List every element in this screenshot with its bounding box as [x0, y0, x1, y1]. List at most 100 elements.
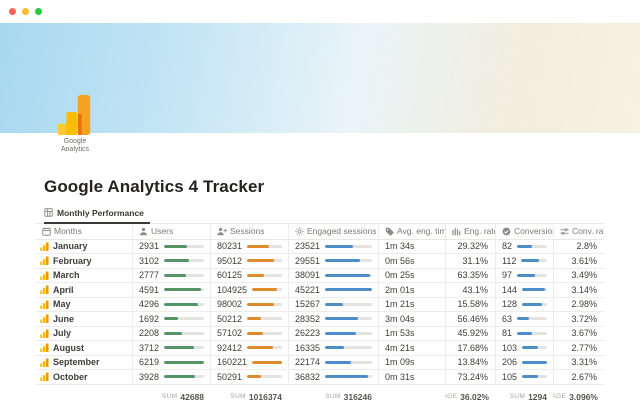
footer-conv-rate-average[interactable]: AVERAGE 3.096% — [553, 391, 598, 400]
table-row[interactable]: February 3102 95012 29551 0m 56s 31.1% 112 3.61… — [36, 254, 604, 269]
cell-avg_time[interactable]: 1m 34s — [378, 239, 445, 253]
cell-sessions[interactable]: 57102 — [210, 326, 288, 340]
table-row[interactable]: October 3928 50291 36832 0m 31s 73.24% 105 2.67… — [36, 370, 604, 385]
cell-conversions[interactable]: 97 — [495, 268, 553, 282]
cell-engaged[interactable]: 23521 — [288, 239, 378, 253]
cell-conv_rate[interactable]: 2.8% — [553, 239, 604, 253]
cell-month[interactable]: October — [36, 370, 132, 384]
minimize-button[interactable] — [22, 8, 29, 15]
cell-conversions[interactable]: 103 — [495, 341, 553, 355]
table-row[interactable]: September 6219 160221 22174 1m 09s 13.84% 206 3… — [36, 355, 604, 370]
cell-sessions[interactable]: 80231 — [210, 239, 288, 253]
cell-users[interactable]: 2931 — [132, 239, 210, 253]
cell-conversions[interactable]: 81 — [495, 326, 553, 340]
column-header-eng-rate[interactable]: Eng. rate — [445, 223, 495, 239]
cell-users[interactable]: 3102 — [132, 254, 210, 268]
table-row[interactable]: June 1692 50212 28352 3m 04s 56.46% 63 3.72% — [36, 312, 604, 327]
close-button[interactable] — [9, 8, 16, 15]
cell-month[interactable]: May — [36, 298, 132, 312]
page-title[interactable]: Google Analytics 4 Tracker — [44, 177, 265, 196]
cell-users[interactable]: 6219 — [132, 355, 210, 369]
column-header-conv-rate[interactable]: Conv. rate — [553, 223, 604, 239]
cell-avg_time[interactable]: 1m 09s — [378, 355, 445, 369]
cell-avg_time[interactable]: 0m 56s — [378, 254, 445, 268]
cell-conversions[interactable]: 63 — [495, 312, 553, 326]
cell-engaged[interactable]: 45221 — [288, 283, 378, 297]
cell-month[interactable]: April — [36, 283, 132, 297]
cell-conv_rate[interactable]: 3.31% — [553, 355, 604, 369]
cell-sessions[interactable]: 50291 — [210, 370, 288, 384]
cell-conversions[interactable]: 128 — [495, 297, 553, 311]
cell-conv_rate[interactable]: 3.67% — [553, 326, 604, 340]
cell-eng_rate[interactable]: 43.1% — [445, 283, 495, 297]
cell-users[interactable]: 2777 — [132, 268, 210, 282]
column-header-users[interactable]: Users — [132, 223, 210, 239]
cell-month[interactable]: February — [36, 254, 132, 268]
cell-eng_rate[interactable]: 17.68% — [445, 341, 495, 355]
column-header-sessions[interactable]: Sessions — [210, 223, 288, 239]
cell-engaged[interactable]: 26223 — [288, 326, 378, 340]
cell-engaged[interactable]: 22174 — [288, 355, 378, 369]
cell-avg_time[interactable]: 1m 53s — [378, 326, 445, 340]
table-row[interactable]: April 4591 104925 45221 2m 01s 43.1% 144 3.14% — [36, 283, 604, 298]
footer-sessions-sum[interactable]: SUM 1016374 — [230, 391, 282, 400]
cell-month[interactable]: July — [36, 327, 132, 341]
cell-avg_time[interactable]: 0m 31s — [378, 370, 445, 384]
column-header-months[interactable]: Months — [36, 224, 132, 239]
footer-eng-rate-average[interactable]: AVERAGE 36.02% — [445, 391, 489, 400]
cell-users[interactable]: 3928 — [132, 370, 210, 384]
cell-eng_rate[interactable]: 29.32% — [445, 239, 495, 253]
cell-eng_rate[interactable]: 63.35% — [445, 268, 495, 282]
cell-eng_rate[interactable]: 73.24% — [445, 370, 495, 384]
cell-avg_time[interactable]: 2m 01s — [378, 283, 445, 297]
cell-users[interactable]: 3712 — [132, 341, 210, 355]
cell-month[interactable]: June — [36, 312, 132, 326]
cell-sessions[interactable]: 60125 — [210, 268, 288, 282]
page-icon[interactable]: Google Analytics — [57, 95, 93, 154]
cell-month[interactable]: September — [36, 356, 132, 370]
cell-sessions[interactable]: 95012 — [210, 254, 288, 268]
column-header-conversions[interactable]: Conversions — [495, 223, 553, 239]
cell-engaged[interactable]: 38091 — [288, 268, 378, 282]
cell-users[interactable]: 2208 — [132, 326, 210, 340]
cell-users[interactable]: 4591 — [132, 283, 210, 297]
table-row[interactable]: August 3712 92412 16335 4m 21s 17.68% 103 2.77% — [36, 341, 604, 356]
column-header-avg-eng-time[interactable]: Avg. eng. time — [378, 223, 445, 239]
cell-eng_rate[interactable]: 13.84% — [445, 355, 495, 369]
cell-conv_rate[interactable]: 2.77% — [553, 341, 604, 355]
cell-eng_rate[interactable]: 45.92% — [445, 326, 495, 340]
cell-sessions[interactable]: 104925 — [210, 283, 288, 297]
cell-engaged[interactable]: 15267 — [288, 297, 378, 311]
cell-month[interactable]: January — [36, 240, 132, 254]
cell-eng_rate[interactable]: 31.1% — [445, 254, 495, 268]
cell-sessions[interactable]: 92412 — [210, 341, 288, 355]
cell-avg_time[interactable]: 3m 04s — [378, 312, 445, 326]
cell-users[interactable]: 1692 — [132, 312, 210, 326]
cell-engaged[interactable]: 36832 — [288, 370, 378, 384]
cell-avg_time[interactable]: 1m 21s — [378, 297, 445, 311]
tab-monthly-performance[interactable]: Monthly Performance — [44, 208, 150, 224]
cell-conv_rate[interactable]: 3.61% — [553, 254, 604, 268]
cell-avg_time[interactable]: 4m 21s — [378, 341, 445, 355]
cell-conversions[interactable]: 82 — [495, 239, 553, 253]
cell-conversions[interactable]: 105 — [495, 370, 553, 384]
cell-eng_rate[interactable]: 15.58% — [445, 297, 495, 311]
zoom-button[interactable] — [35, 8, 42, 15]
cell-sessions[interactable]: 50212 — [210, 312, 288, 326]
footer-users-sum[interactable]: SUM 42688 — [162, 391, 204, 400]
cell-eng_rate[interactable]: 56.46% — [445, 312, 495, 326]
table-row[interactable]: July 2208 57102 26223 1m 53s 45.92% 81 3.67% — [36, 326, 604, 341]
cell-conv_rate[interactable]: 3.72% — [553, 312, 604, 326]
footer-engaged-sum[interactable]: SUM 316246 — [325, 391, 372, 400]
cell-engaged[interactable]: 16335 — [288, 341, 378, 355]
cell-month[interactable]: March — [36, 269, 132, 283]
cell-conv_rate[interactable]: 2.67% — [553, 370, 604, 384]
cell-conv_rate[interactable]: 3.49% — [553, 268, 604, 282]
cell-sessions[interactable]: 160221 — [210, 355, 288, 369]
cell-conversions[interactable]: 112 — [495, 254, 553, 268]
cell-avg_time[interactable]: 0m 25s — [378, 268, 445, 282]
column-header-engaged-sessions[interactable]: Engaged sessions — [288, 223, 378, 239]
cell-sessions[interactable]: 98002 — [210, 297, 288, 311]
cell-conv_rate[interactable]: 2.98% — [553, 297, 604, 311]
table-row[interactable]: May 4296 98002 15267 1m 21s 15.58% 128 2.98% — [36, 297, 604, 312]
